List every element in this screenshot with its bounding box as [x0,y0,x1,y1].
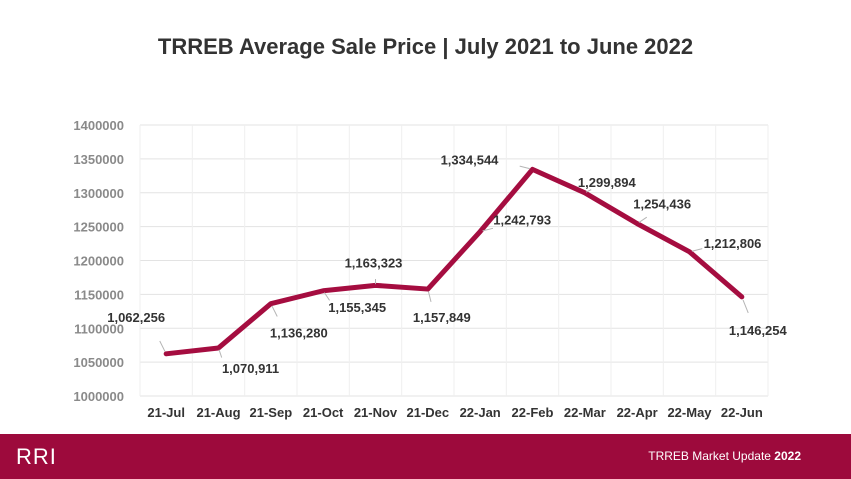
x-tick-label: 22-Mar [564,405,606,420]
y-tick-label: 1350000 [73,152,124,167]
x-tick-label: 21-Aug [196,405,240,420]
y-tick-label: 1050000 [73,355,124,370]
data-label: 1,299,894 [578,175,637,190]
label-leader [691,248,703,252]
y-tick-label: 1250000 [73,220,124,235]
x-tick-label: 21-Nov [354,405,398,420]
label-leader [323,292,330,301]
x-tick-label: 21-Dec [407,405,450,420]
data-label: 1,070,911 [222,361,279,376]
data-label: 1,136,280 [270,326,328,341]
x-tick-label: 21-Oct [303,405,344,420]
x-tick-label: 21-Jul [147,405,185,420]
x-tick-label: 21-Sep [250,405,293,420]
footer-caption-year: 2022 [774,449,801,463]
data-label: 1,163,323 [345,255,403,270]
x-tick-label: 22-May [667,405,712,420]
data-label: 1,155,345 [328,300,386,315]
x-axis: 21-Jul 21-Aug 21-Sep 21-Oct 21-Nov 21-Dec 22-J… [147,405,762,420]
x-tick-label: 22-Apr [617,405,658,420]
footer-bar: RRI TRREB Market Update 2022 [0,434,851,479]
y-tick-label: 1300000 [73,186,124,201]
x-tick-label: 22-Jan [460,405,501,420]
line-chart: 1000000 1050000 1100000 1150000 1200000 12500… [73,118,787,420]
data-label: 1,212,806 [704,236,762,251]
data-label: 1,242,793 [493,213,551,228]
series-line-path [163,166,745,357]
label-leader [218,349,223,358]
label-leader [742,299,749,314]
chart-title: TRREB Average Sale Price | July 2021 to … [157,34,694,59]
y-tick-label: 1150000 [74,287,124,302]
label-leader [638,216,648,223]
label-leader [519,165,531,170]
label-leader [159,340,166,352]
x-tick-label: 22-Jun [721,405,763,420]
label-leader [427,291,432,302]
label-leader [271,305,278,317]
data-label: 1,062,256 [107,310,165,325]
y-tick-label: 1200000 [73,254,124,269]
y-tick-label: 1100000 [74,321,124,336]
series-line [163,166,745,357]
y-axis: 1000000 1050000 1100000 1150000 1200000 12500… [73,118,124,404]
data-label: 1,157,849 [413,310,471,325]
footer-caption-regular: TRREB Market Update [648,449,775,463]
data-label: 1,146,254 [729,323,788,338]
label-leader [585,189,592,193]
x-tick-label: 22-Feb [512,405,554,420]
footer-caption: TRREB Market Update 2022 [648,449,801,463]
y-tick-label: 1000000 [73,389,124,404]
data-label: 1,254,436 [633,197,691,212]
logo-text: RRI [16,445,57,467]
data-label: 1,334,544 [441,152,500,167]
label-leader [482,227,494,232]
brand-logo: RRI [16,445,57,467]
y-tick-label: 1400000 [73,118,124,133]
